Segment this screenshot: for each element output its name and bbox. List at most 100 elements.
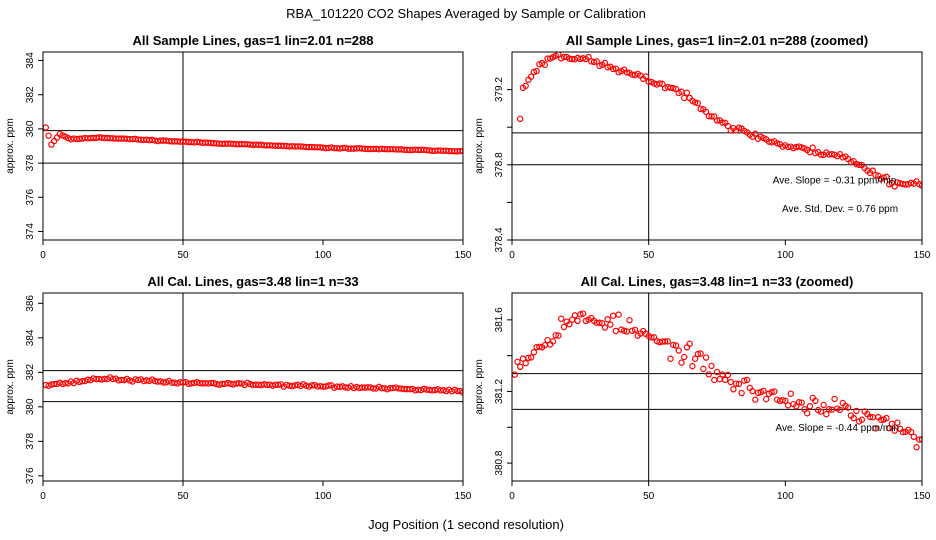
- y-tick-label: 382: [25, 364, 36, 381]
- plot-frame: [511, 292, 923, 482]
- data-point: [308, 382, 315, 389]
- y-tick-label: 379.2: [494, 77, 505, 102]
- data-point: [697, 105, 704, 113]
- data-point: [596, 319, 603, 326]
- y-tick-label: 384: [25, 52, 36, 69]
- data-point: [78, 378, 86, 385]
- data-point: [607, 321, 614, 328]
- data-point: [787, 390, 795, 397]
- data-point: [188, 380, 195, 387]
- data-point: [899, 428, 907, 436]
- x-tick-label: 150: [455, 491, 472, 502]
- y-axis-label: approx. ppm: [474, 118, 485, 174]
- data-point: [724, 122, 732, 130]
- y-tick-label: 376: [25, 467, 36, 484]
- data-point: [812, 397, 819, 405]
- data-point: [604, 64, 611, 71]
- y-tick-label: 384: [25, 329, 36, 346]
- data-point: [913, 444, 920, 451]
- data-point: [719, 119, 726, 126]
- data-point: [689, 362, 696, 370]
- data-point: [579, 310, 587, 317]
- data-points: [43, 374, 463, 396]
- panel-title: All Cal. Lines, gas=3.48 lin=1 n=33: [147, 274, 358, 289]
- y-tick-label: 382: [25, 86, 36, 103]
- data-point: [795, 143, 803, 150]
- data-point: [883, 173, 890, 180]
- x-tick-label: 0: [509, 250, 515, 261]
- data-point: [319, 383, 327, 390]
- data-point: [741, 377, 748, 384]
- y-tick-label: 381.2: [494, 379, 505, 404]
- y-tick-label: 381.6: [494, 307, 505, 332]
- data-point: [645, 78, 652, 85]
- data-point: [880, 174, 887, 181]
- data-point: [779, 396, 786, 404]
- data-point: [675, 347, 682, 354]
- data-point: [517, 363, 524, 370]
- data-point: [514, 358, 521, 365]
- data-point: [101, 375, 108, 383]
- data-point: [530, 349, 538, 356]
- data-point: [886, 425, 893, 432]
- data-point: [918, 182, 922, 189]
- data-point: [752, 130, 759, 137]
- x-tick-label: 0: [509, 491, 515, 502]
- y-axis-label: approx. ppm: [5, 359, 16, 415]
- data-point: [577, 311, 584, 318]
- data-point: [678, 359, 685, 366]
- data-point: [549, 338, 557, 345]
- data-point: [855, 161, 863, 169]
- y-tick-label: 378.8: [494, 152, 505, 177]
- data-point: [406, 385, 413, 393]
- y-tick-label: 380.8: [494, 450, 505, 475]
- x-tick-label: 50: [177, 491, 189, 502]
- data-point: [831, 395, 838, 403]
- data-point: [134, 376, 142, 384]
- data-point: [694, 100, 702, 107]
- data-point: [907, 179, 915, 187]
- data-point: [847, 158, 855, 166]
- y-tick-label: 380: [25, 398, 36, 415]
- x-tick-label: 50: [177, 250, 189, 261]
- data-point: [560, 53, 568, 61]
- data-point: [566, 321, 573, 328]
- data-point: [754, 389, 762, 397]
- data-point: [527, 354, 535, 361]
- data-point: [869, 167, 877, 174]
- data-point: [836, 406, 844, 414]
- data-point: [735, 380, 743, 388]
- chart-panel-2: All Sample Lines, gas=1 lin=2.01 n=288 (…: [474, 33, 931, 261]
- data-point: [771, 388, 778, 395]
- x-tick-label: 100: [315, 250, 332, 261]
- data-point: [760, 387, 767, 394]
- data-point: [670, 341, 677, 349]
- data-point: [533, 67, 540, 75]
- data-point: [609, 65, 617, 73]
- data-point: [555, 332, 562, 339]
- data-point: [574, 317, 581, 324]
- panel-title: All Sample Lines, gas=1 lin=2.01 n=288 (…: [566, 33, 868, 48]
- data-point: [45, 132, 52, 139]
- data-point: [697, 350, 704, 357]
- x-tick-label: 150: [914, 491, 931, 502]
- data-point: [708, 362, 715, 370]
- data-point: [656, 80, 663, 87]
- plot-frame: [42, 51, 464, 241]
- data-point: [877, 416, 885, 423]
- y-axis-label: approx. ppm: [5, 118, 16, 174]
- panel-annotation: Ave. Std. Dev. = 0.76 ppm: [782, 204, 898, 215]
- data-point: [530, 68, 538, 76]
- data-point: [806, 403, 814, 410]
- data-point: [536, 343, 543, 350]
- data-point: [730, 386, 737, 393]
- data-point: [604, 315, 611, 323]
- data-point: [809, 144, 816, 151]
- data-point: [872, 425, 879, 432]
- figure-title: RBA_101220 CO2 Shapes Averaged by Sample…: [286, 6, 646, 21]
- data-point: [910, 433, 918, 441]
- data-point: [370, 385, 377, 392]
- data-point: [752, 396, 759, 403]
- data-point: [872, 171, 879, 179]
